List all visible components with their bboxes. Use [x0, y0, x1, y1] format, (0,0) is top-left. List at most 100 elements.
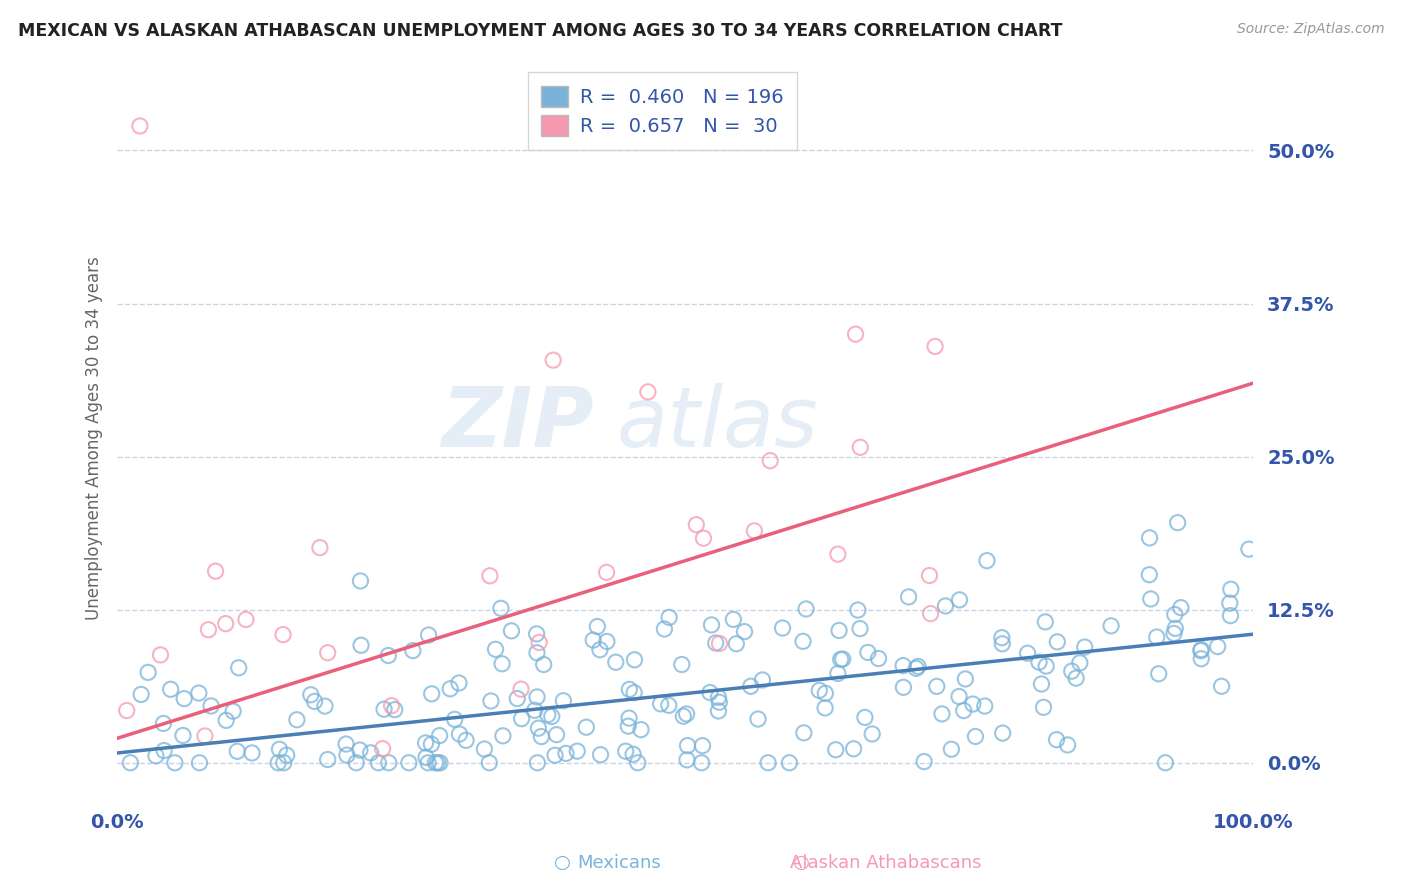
Point: [449, 727, 471, 741]
Point: [692, 739, 714, 753]
Point: [492, 729, 515, 743]
Point: [1139, 531, 1161, 545]
Point: [439, 681, 461, 696]
Point: [831, 652, 853, 666]
Point: [226, 744, 249, 758]
Point: [912, 755, 935, 769]
Y-axis label: Unemployment Among Ages 30 to 34 years: Unemployment Among Ages 30 to 34 years: [86, 256, 103, 620]
Point: [623, 686, 645, 700]
Point: [526, 646, 548, 660]
Point: [925, 679, 948, 693]
Point: [1164, 607, 1187, 622]
Point: [844, 327, 866, 342]
Point: [526, 627, 548, 641]
Point: [619, 682, 641, 697]
Point: [478, 569, 501, 583]
Point: [215, 714, 238, 728]
Point: [623, 653, 645, 667]
Point: [842, 741, 865, 756]
Point: [335, 737, 357, 751]
Point: [1206, 640, 1229, 654]
Point: [149, 648, 172, 662]
Point: [380, 698, 402, 713]
Point: [1146, 630, 1168, 644]
Point: [367, 756, 389, 770]
Point: [371, 741, 394, 756]
Point: [222, 704, 245, 718]
Point: [373, 702, 395, 716]
Point: [685, 517, 707, 532]
Point: [555, 747, 578, 761]
Point: [734, 624, 756, 639]
Point: [273, 756, 295, 770]
Point: [172, 729, 194, 743]
Point: [546, 728, 568, 742]
Point: [1064, 671, 1087, 685]
Point: [1189, 642, 1212, 657]
Point: [589, 642, 612, 657]
Point: [1033, 615, 1056, 629]
Point: [541, 353, 564, 368]
Point: [415, 750, 437, 764]
Point: [567, 744, 589, 758]
Point: [637, 384, 659, 399]
Point: [129, 119, 152, 133]
Point: [377, 648, 399, 663]
Point: [586, 619, 609, 633]
Point: [675, 706, 697, 721]
Point: [723, 612, 745, 626]
Point: [153, 743, 176, 757]
Point: [197, 623, 219, 637]
Point: [316, 752, 339, 766]
Point: [973, 699, 995, 714]
Point: [152, 716, 174, 731]
Point: [136, 665, 159, 680]
Point: [523, 703, 546, 717]
Point: [384, 703, 406, 717]
Point: [897, 590, 920, 604]
Point: [426, 756, 449, 770]
Point: [533, 657, 555, 672]
Point: [309, 541, 332, 555]
Point: [200, 698, 222, 713]
Point: [676, 753, 699, 767]
Point: [976, 554, 998, 568]
Point: [336, 748, 359, 763]
Point: [582, 633, 605, 648]
Point: [849, 622, 872, 636]
Point: [429, 756, 451, 770]
Text: Source: ZipAtlas.com: Source: ZipAtlas.com: [1237, 22, 1385, 37]
Point: [617, 719, 640, 733]
Point: [846, 603, 869, 617]
Point: [228, 661, 250, 675]
Point: [349, 743, 371, 757]
Point: [707, 704, 730, 718]
Point: [1189, 644, 1212, 658]
Point: [271, 627, 294, 641]
Point: [1060, 664, 1083, 678]
Point: [690, 756, 713, 770]
Point: [704, 636, 727, 650]
Point: [1046, 635, 1069, 649]
Point: [1139, 591, 1161, 606]
Point: [240, 746, 263, 760]
Point: [187, 686, 209, 700]
Point: [1032, 700, 1054, 714]
Text: atlas: atlas: [617, 384, 818, 465]
Point: [1189, 651, 1212, 665]
Point: [794, 602, 817, 616]
Point: [692, 531, 714, 545]
Point: [506, 691, 529, 706]
Point: [454, 733, 477, 747]
Point: [1069, 656, 1091, 670]
Point: [425, 756, 447, 770]
Point: [814, 701, 837, 715]
Point: [1099, 619, 1122, 633]
Point: [269, 742, 291, 756]
Point: [418, 628, 440, 642]
Text: Mexicans: Mexicans: [576, 855, 661, 872]
Point: [627, 756, 650, 770]
Text: MEXICAN VS ALASKAN ATHABASCAN UNEMPLOYMENT AMONG AGES 30 TO 34 YEARS CORRELATION: MEXICAN VS ALASKAN ATHABASCAN UNEMPLOYME…: [18, 22, 1063, 40]
Point: [709, 636, 731, 650]
Point: [145, 748, 167, 763]
